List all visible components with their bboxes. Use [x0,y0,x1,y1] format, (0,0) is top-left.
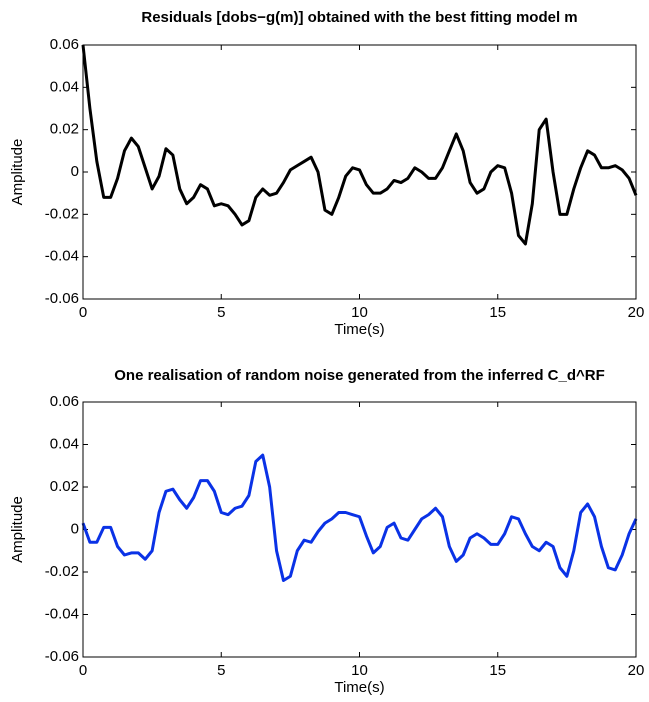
plot-frame [82,44,637,300]
x-tick-label: 15 [489,662,506,679]
x-tick-label: 20 [628,662,645,679]
y-tick-label: -0.04 [45,248,79,265]
x-tick-label: 5 [217,662,225,679]
x-tick-label: 20 [628,304,645,321]
data-line [81,453,638,582]
x-tick-label: 0 [79,662,87,679]
y-tick-label: 0.04 [50,78,79,95]
y-tick-label: 0.02 [50,121,79,138]
x-tick-label: 10 [351,662,368,679]
x-tick-label: 5 [217,304,225,321]
x-tick-label: 0 [79,304,87,321]
y-tick-label: 0.06 [50,393,79,410]
y-axis-label: Amplitude [9,139,26,206]
y-axis-label: Amplitude [9,496,26,563]
x-tick-label: 15 [489,304,506,321]
y-tick-label: 0.06 [50,36,79,53]
x-axis-label: Time(s) [334,321,384,338]
y-tick-label: 0 [71,163,79,180]
plot-frame [82,401,637,658]
y-tick-label: 0.04 [50,435,79,452]
chart-title: One realisation of random noise generate… [114,367,605,384]
chart-title: Residuals [dobs−g(m)] obtained with the … [141,9,577,26]
y-tick-label: 0 [71,520,79,537]
x-axis-label: Time(s) [334,679,384,696]
y-tick-label: -0.02 [45,563,79,580]
y-tick-label: -0.02 [45,205,79,222]
y-tick-label: 0.02 [50,478,79,495]
data-line [81,44,638,246]
y-tick-label: -0.04 [45,605,79,622]
x-tick-label: 10 [351,304,368,321]
y-tick-label: -0.06 [45,648,79,665]
y-tick-label: -0.06 [45,290,79,307]
